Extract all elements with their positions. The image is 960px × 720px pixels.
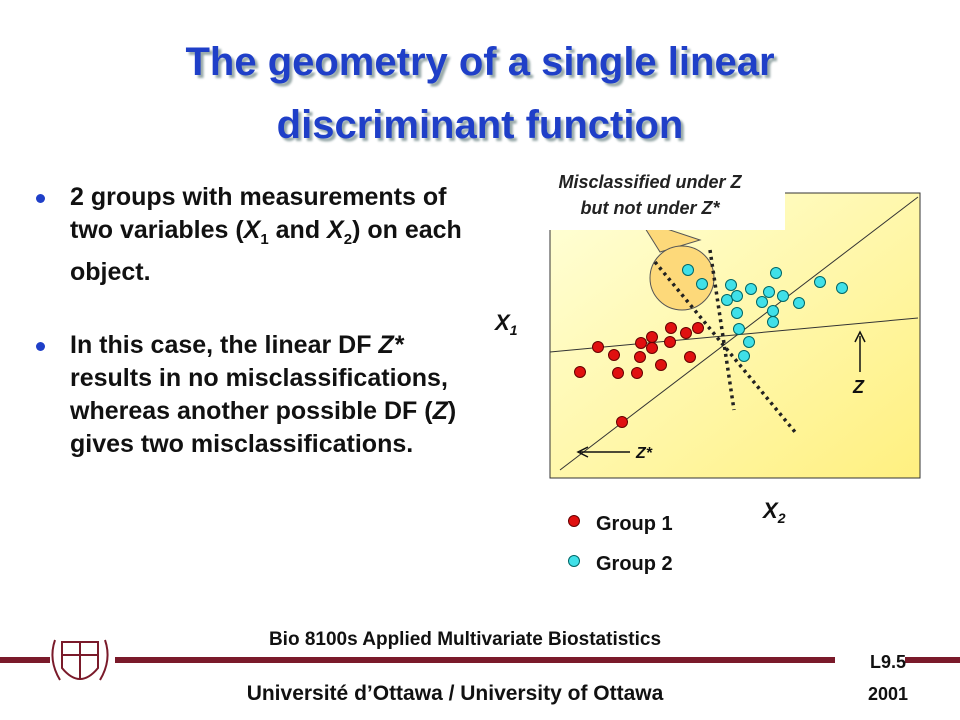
text: 2 bbox=[777, 510, 786, 526]
text: 2 groups with measurements of two variab… bbox=[70, 183, 447, 244]
legend-swatch bbox=[568, 555, 580, 567]
course: Bio 8100s Applied Multivariate Biostatis… bbox=[269, 629, 661, 650]
title-line: discriminant function bbox=[276, 103, 684, 147]
bullet: In this case, the linear DF Z* results i… bbox=[36, 329, 470, 461]
university: Université d’Ottawa / University of Otta… bbox=[247, 682, 664, 705]
dotted-line bbox=[708, 249, 736, 411]
x2-label: X2 bbox=[761, 498, 786, 526]
axis-line bbox=[549, 317, 919, 353]
text: X bbox=[243, 216, 261, 244]
legend-label: Group 2 bbox=[596, 553, 673, 575]
legend-swatch bbox=[568, 515, 580, 527]
text: Z* bbox=[378, 331, 404, 359]
text: and bbox=[268, 216, 328, 244]
dotted-line bbox=[653, 260, 797, 434]
rule bbox=[0, 657, 50, 663]
callout-text: but not under Z* bbox=[581, 198, 721, 218]
arrowhead bbox=[576, 446, 589, 458]
text: Z bbox=[432, 397, 448, 425]
text: X bbox=[761, 498, 779, 523]
crest bbox=[51, 639, 109, 681]
rule bbox=[115, 657, 835, 663]
legend-label: Group 1 bbox=[596, 513, 673, 535]
text: results in no misclassifications, wherea… bbox=[70, 364, 448, 425]
text: X bbox=[327, 216, 344, 244]
group1-points bbox=[574, 322, 704, 428]
lecture: L9.5 bbox=[870, 652, 906, 672]
group2-points bbox=[682, 264, 848, 362]
callout-box bbox=[512, 160, 785, 230]
z-label: Z bbox=[852, 377, 865, 397]
text: In this case, the linear DF bbox=[70, 331, 379, 359]
text: X bbox=[493, 310, 511, 335]
arrowhead bbox=[854, 330, 866, 343]
text: 1 bbox=[260, 231, 269, 248]
callout-text: Misclassified under Z bbox=[558, 172, 742, 192]
callout-bubble bbox=[649, 245, 715, 311]
text: 1 bbox=[510, 322, 518, 338]
title-line: The geometry of a single linear bbox=[185, 40, 775, 84]
zstar-label: Z* bbox=[635, 445, 653, 462]
year: 2001 bbox=[868, 684, 908, 704]
text: ) gives two misclassifications. bbox=[70, 397, 457, 458]
text: ) on each object. bbox=[70, 216, 462, 286]
text: 2 bbox=[343, 231, 353, 248]
bullet: 2 groups with measurements of two variab… bbox=[36, 181, 470, 289]
rule bbox=[905, 657, 960, 663]
x1-label: X1 bbox=[493, 310, 518, 338]
